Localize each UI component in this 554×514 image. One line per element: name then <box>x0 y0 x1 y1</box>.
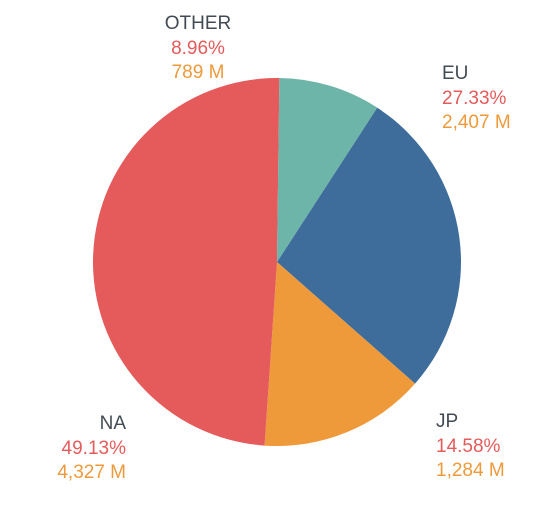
label-eu-value: 2,407 M <box>442 111 511 136</box>
label-jp-name: JP <box>436 410 505 435</box>
slice-na <box>93 78 279 446</box>
pie-chart: EU 27.33% 2,407 M JP 14.58% 1,284 M NA 4… <box>0 0 554 514</box>
label-other-name: OTHER <box>0 12 396 37</box>
label-jp-value: 1,284 M <box>436 459 505 484</box>
label-na: NA 49.13% 4,327 M <box>0 412 126 486</box>
label-other: OTHER 8.96% 789 M <box>0 12 396 86</box>
label-eu: EU 27.33% 2,407 M <box>442 62 511 136</box>
label-other-percent: 8.96% <box>0 37 396 62</box>
label-na-percent: 49.13% <box>0 437 126 462</box>
label-jp-percent: 14.58% <box>436 435 505 460</box>
label-na-value: 4,327 M <box>0 461 126 486</box>
label-other-value: 789 M <box>0 61 396 86</box>
label-eu-name: EU <box>442 62 511 87</box>
label-eu-percent: 27.33% <box>442 87 511 112</box>
label-na-name: NA <box>0 412 126 437</box>
label-jp: JP 14.58% 1,284 M <box>436 410 505 484</box>
